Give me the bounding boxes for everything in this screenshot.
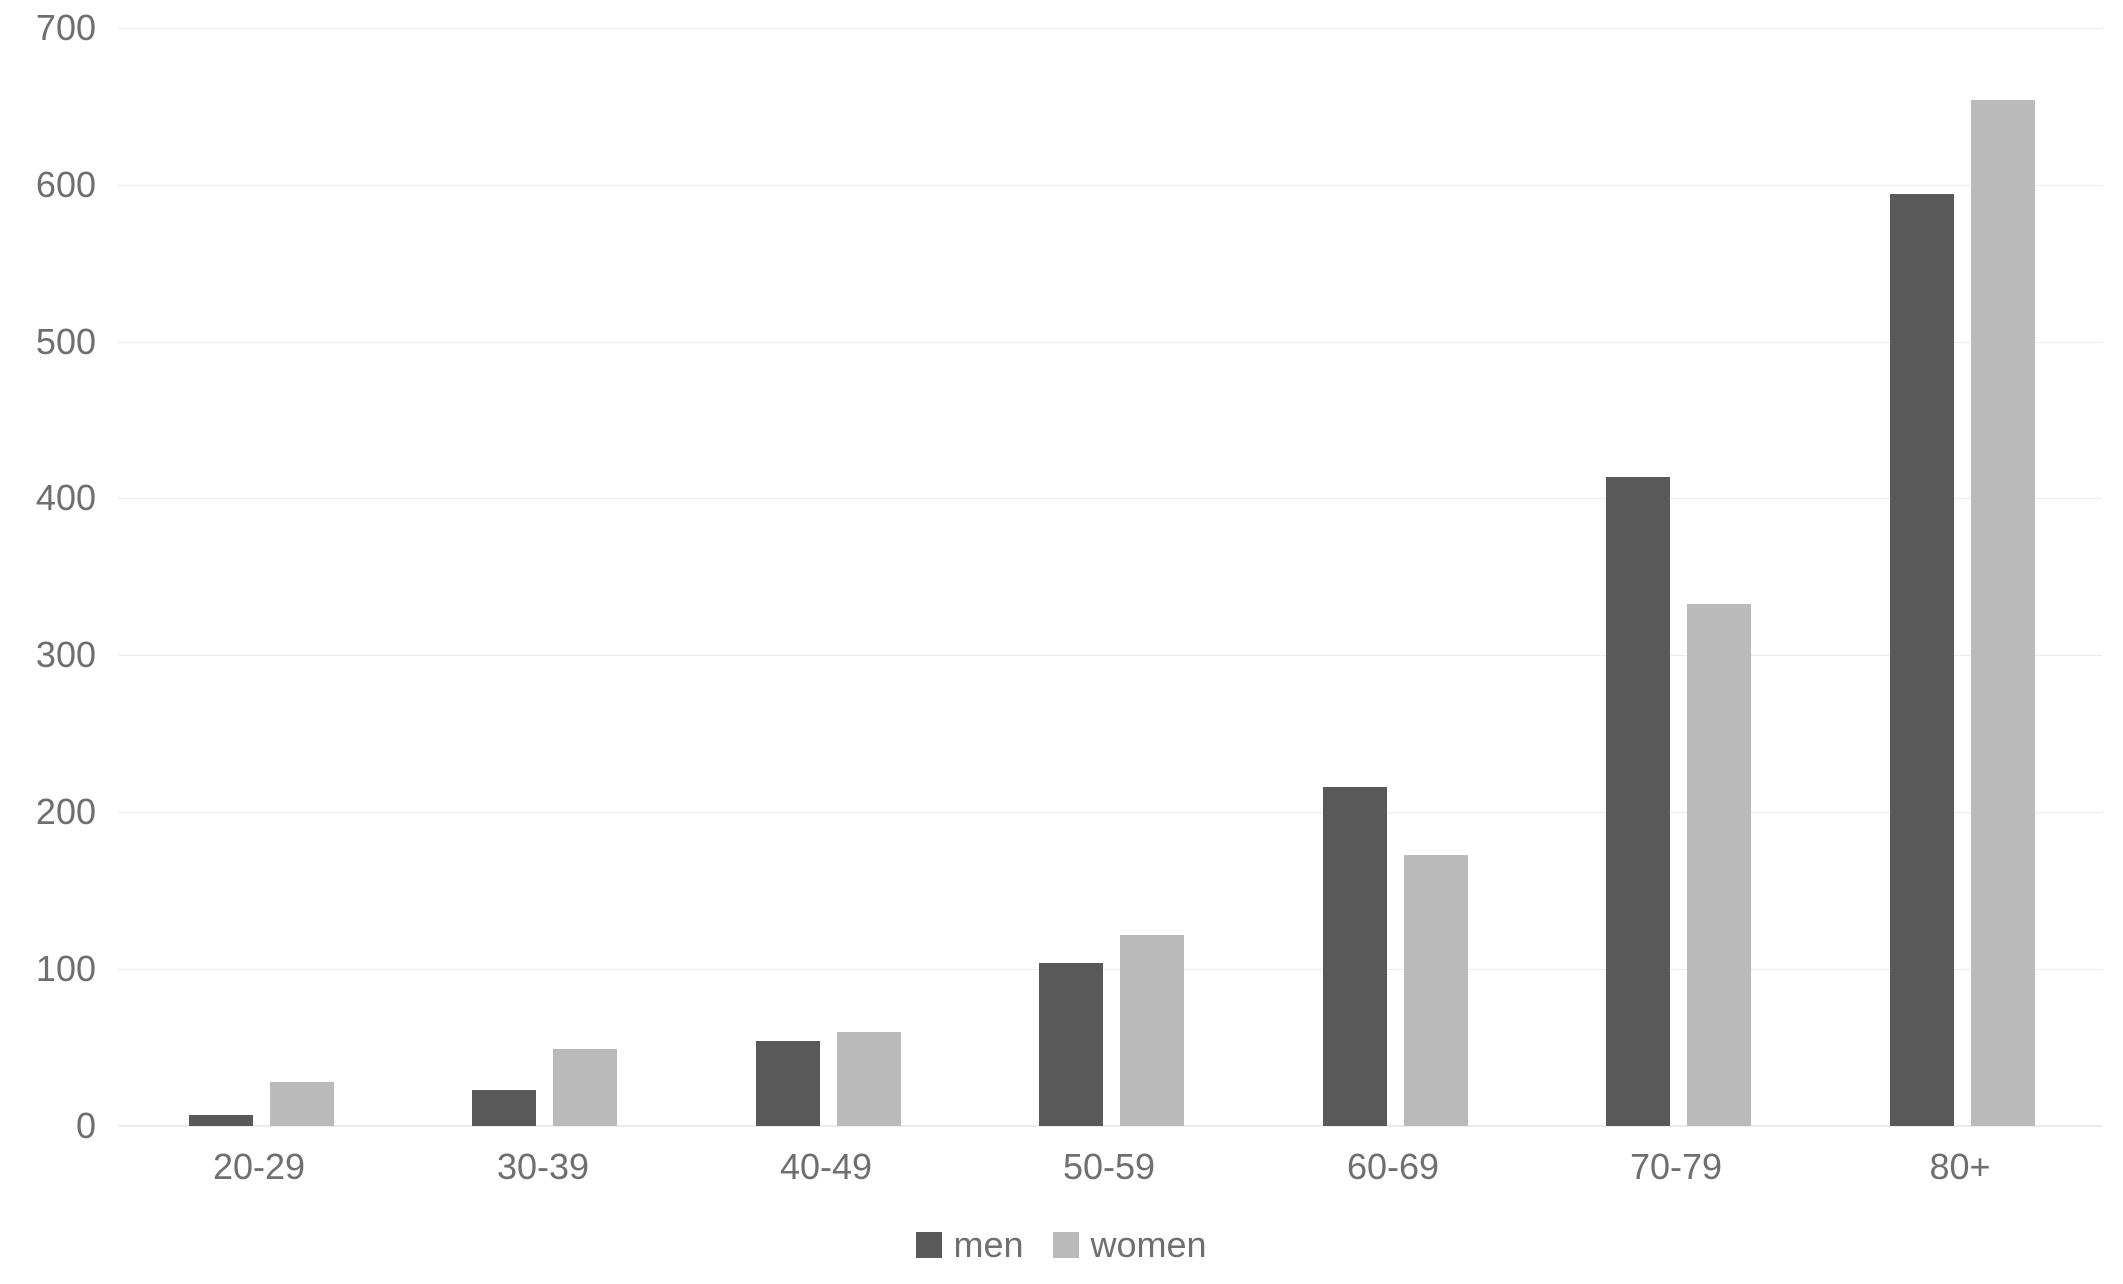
bar-women-30-39[interactable]: [553, 1049, 617, 1126]
legend-item-men[interactable]: men: [916, 1227, 1023, 1263]
y-tick-label-0: 0: [75, 1105, 96, 1146]
bar-women-20-29[interactable]: [270, 1082, 334, 1126]
y-tick-label-400: 400: [35, 477, 96, 518]
bar-women-40-49[interactable]: [837, 1032, 901, 1126]
bar-men-80-plus[interactable]: [1890, 194, 1954, 1126]
legend-swatch-women-icon: [1053, 1232, 1080, 1258]
y-axis-labels: 700 600 500 400 300 200 100 0: [0, 0, 96, 1284]
x-tick-label-60-69: 60-69: [1346, 1146, 1440, 1187]
x-tick-label-20-29: 20-29: [212, 1146, 306, 1187]
bar-women-80-plus[interactable]: [1971, 100, 2035, 1126]
y-tick-label-300: 300: [35, 634, 96, 675]
x-tick-label-30-39: 30-39: [496, 1146, 590, 1187]
gridline-300: [118, 655, 2102, 656]
legend-item-women[interactable]: women: [1053, 1224, 1207, 1265]
y-tick-label-200: 200: [35, 791, 96, 832]
y-tick-label-100: 100: [35, 948, 96, 989]
axis-baseline: [118, 1125, 2102, 1127]
bar-men-30-39[interactable]: [472, 1090, 536, 1126]
y-tick-label-600: 600: [35, 164, 96, 205]
gridline-700: [118, 28, 2102, 29]
bar-group-50-59: [968, 28, 1251, 1126]
legend-label-men: men: [953, 1224, 1024, 1265]
plot-area: [118, 28, 2102, 1127]
gridline-600: [118, 185, 2102, 186]
bar-men-40-49[interactable]: [756, 1041, 820, 1126]
gridline-100: [118, 969, 2102, 970]
x-tick-label-50-59: 50-59: [1062, 1146, 1156, 1187]
bar-group-20-29: [118, 28, 401, 1126]
x-tick-label-70-79: 70-79: [1629, 1146, 1723, 1187]
gridline-500: [118, 342, 2102, 343]
bar-men-70-79[interactable]: [1606, 477, 1670, 1126]
bar-women-60-69[interactable]: [1404, 855, 1468, 1126]
bar-group-40-49: [685, 28, 968, 1126]
gridline-400: [118, 498, 2102, 499]
bar-group-60-69: [1252, 28, 1535, 1126]
legend-swatch-men-icon: [916, 1232, 943, 1258]
bar-men-60-69[interactable]: [1323, 787, 1387, 1126]
y-tick-label-500: 500: [35, 321, 96, 362]
gridline-200: [118, 812, 2102, 813]
chart-legend: men women: [0, 1222, 2123, 1268]
x-axis-labels: 20-29 30-39 40-49 50-59 60-69 70-79 80+: [118, 1146, 2102, 1202]
bar-group-30-39: [401, 28, 684, 1126]
bar-men-50-59[interactable]: [1039, 963, 1103, 1126]
y-tick-label-700: 700: [35, 7, 96, 48]
bar-group-70-79: [1535, 28, 1818, 1126]
legend-label-women: women: [1090, 1224, 1207, 1265]
bar-groups: [118, 28, 2102, 1126]
bar-men-20-29[interactable]: [189, 1115, 253, 1126]
bar-women-70-79[interactable]: [1687, 604, 1751, 1126]
x-tick-label-40-49: 40-49: [779, 1146, 873, 1187]
bar-group-80-plus: [1819, 28, 2102, 1126]
bar-women-50-59[interactable]: [1120, 935, 1184, 1126]
x-tick-label-80-plus: 80+: [1929, 1146, 1991, 1187]
